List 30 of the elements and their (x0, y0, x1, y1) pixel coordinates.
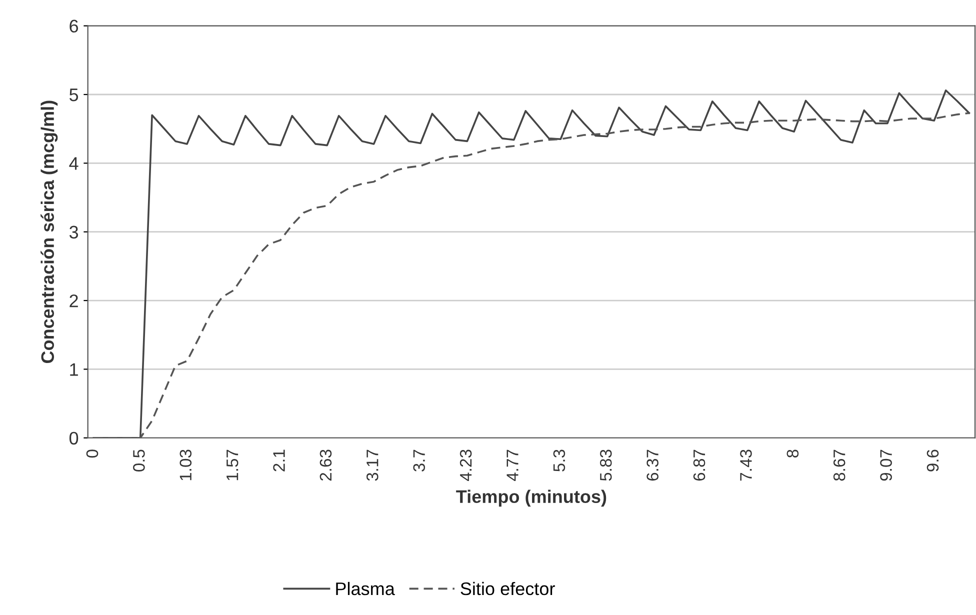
x-tick-label: 0.5 (133, 450, 145, 472)
x-tick-label: 6.37 (646, 450, 658, 481)
x-tick-label: 9.6 (926, 450, 939, 472)
x-axis-title: Tiempo (minutos) (456, 490, 606, 507)
x-tick-label: 1.03 (180, 450, 192, 480)
x-tick-label: 2.63 (320, 450, 332, 481)
x-tick-label: 2.1 (273, 450, 285, 472)
x-tick-label: 8.67 (833, 450, 846, 481)
x-tick-label: 8 (786, 450, 799, 458)
legend-label: Plasma (336, 582, 395, 596)
y-tick-label: 0 (69, 432, 78, 445)
y-tick-label: 1 (70, 363, 78, 376)
x-tick-label: 9.07 (880, 450, 892, 481)
x-tick-label: 0 (86, 450, 98, 458)
y-tick-label: 2 (70, 294, 78, 308)
y-tick-label: 3 (69, 226, 78, 239)
x-tick-label: 4.77 (506, 450, 518, 482)
x-tick-label: 1.57 (226, 450, 238, 480)
x-tick-label: 4.23 (460, 450, 472, 482)
x-tick-label: 5.3 (553, 450, 566, 472)
x-tick-label: 5.83 (600, 450, 612, 481)
y-axis-title: Concentración sérica (mcg/ml) (40, 100, 58, 364)
x-tick-label: 3.7 (413, 450, 426, 472)
y-tick-label: 6 (70, 20, 78, 33)
y-tick-label: 5 (69, 88, 78, 102)
legend-label: Sitio efector (460, 582, 555, 596)
x-tick-label: 3.17 (366, 450, 378, 481)
x-tick-label: 7.43 (740, 450, 752, 481)
x-tick-label: 6.87 (693, 450, 706, 481)
y-tick-label: 4 (69, 157, 78, 170)
